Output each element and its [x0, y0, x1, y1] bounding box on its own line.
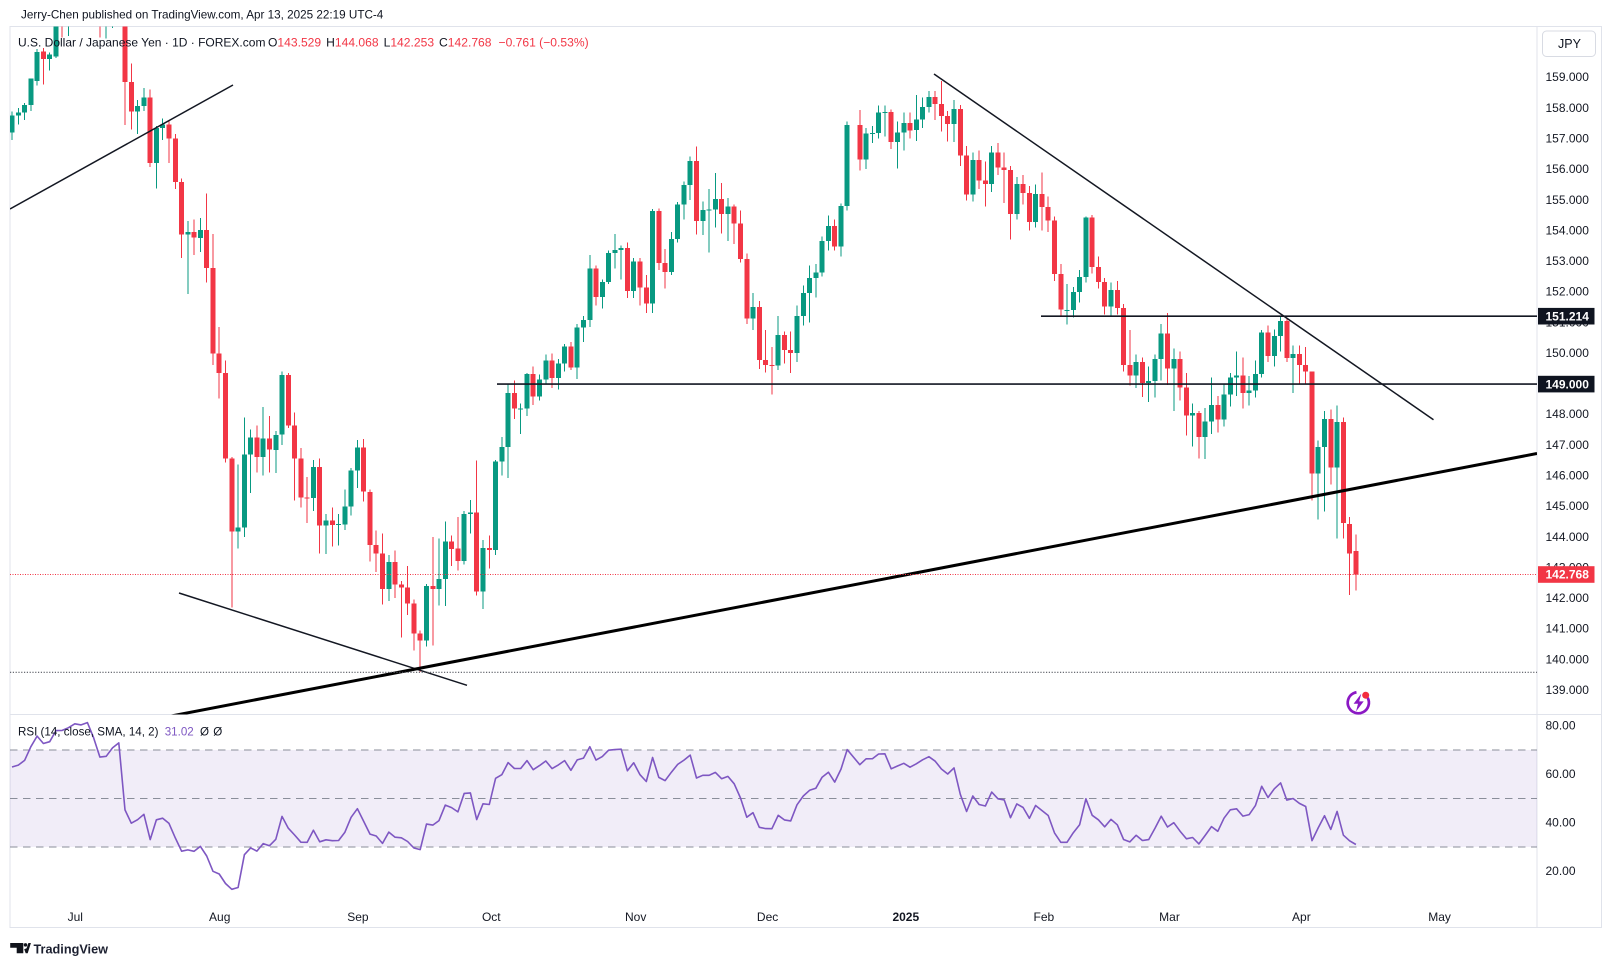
svg-text:Mar: Mar	[1159, 910, 1180, 924]
svg-text:40.00: 40.00	[1546, 816, 1576, 830]
svg-text:153.000: 153.000	[1546, 254, 1590, 268]
svg-text:147.000: 147.000	[1546, 438, 1590, 452]
svg-text:80.00: 80.00	[1546, 719, 1576, 733]
svg-text:Sep: Sep	[347, 910, 369, 924]
svg-text:159.000: 159.000	[1546, 70, 1590, 84]
svg-text:148.000: 148.000	[1546, 407, 1590, 421]
svg-text:152.000: 152.000	[1546, 285, 1590, 299]
svg-text:Feb: Feb	[1034, 910, 1055, 924]
svg-text:May: May	[1428, 910, 1451, 924]
svg-text:157.000: 157.000	[1546, 132, 1590, 146]
svg-text:60.00: 60.00	[1546, 767, 1576, 781]
svg-text:156.000: 156.000	[1546, 162, 1590, 176]
svg-text:144.000: 144.000	[1546, 530, 1590, 544]
svg-text:142.768: 142.768	[1546, 568, 1590, 582]
svg-text:Dec: Dec	[757, 910, 778, 924]
svg-text:158.000: 158.000	[1546, 101, 1590, 115]
svg-text:155.000: 155.000	[1546, 193, 1590, 207]
svg-text:141.000: 141.000	[1546, 622, 1590, 636]
svg-text:20.00: 20.00	[1546, 864, 1576, 878]
svg-text:154.000: 154.000	[1546, 223, 1590, 237]
svg-text:142.000: 142.000	[1546, 591, 1590, 605]
svg-text:Jul: Jul	[68, 910, 83, 924]
svg-text:146.000: 146.000	[1546, 469, 1590, 483]
svg-text:JPY: JPY	[1558, 37, 1582, 51]
svg-text:TradingView: TradingView	[34, 942, 109, 956]
svg-text:145.000: 145.000	[1546, 499, 1590, 513]
svg-text:151.214: 151.214	[1546, 309, 1590, 323]
svg-text:RSI (14, close, SMA, 14, 2) 31: RSI (14, close, SMA, 14, 2) 31.02 Ø Ø	[18, 726, 222, 739]
svg-text:Jerry-Chen published on Tradin: Jerry-Chen published on TradingView.com,…	[21, 9, 384, 22]
svg-text:2025: 2025	[892, 910, 919, 924]
svg-text:139.000: 139.000	[1546, 683, 1590, 697]
svg-text:U.S. Dollar / Japanese Yen · 1: U.S. Dollar / Japanese Yen · 1D · FOREX.…	[18, 36, 265, 50]
svg-text:Aug: Aug	[209, 910, 230, 924]
svg-text:140.000: 140.000	[1546, 652, 1590, 666]
svg-text:Oct: Oct	[482, 910, 501, 924]
svg-text:150.000: 150.000	[1546, 346, 1590, 360]
svg-text:Apr: Apr	[1292, 910, 1311, 924]
svg-text:149.000: 149.000	[1546, 377, 1590, 391]
svg-text:Nov: Nov	[625, 910, 646, 924]
